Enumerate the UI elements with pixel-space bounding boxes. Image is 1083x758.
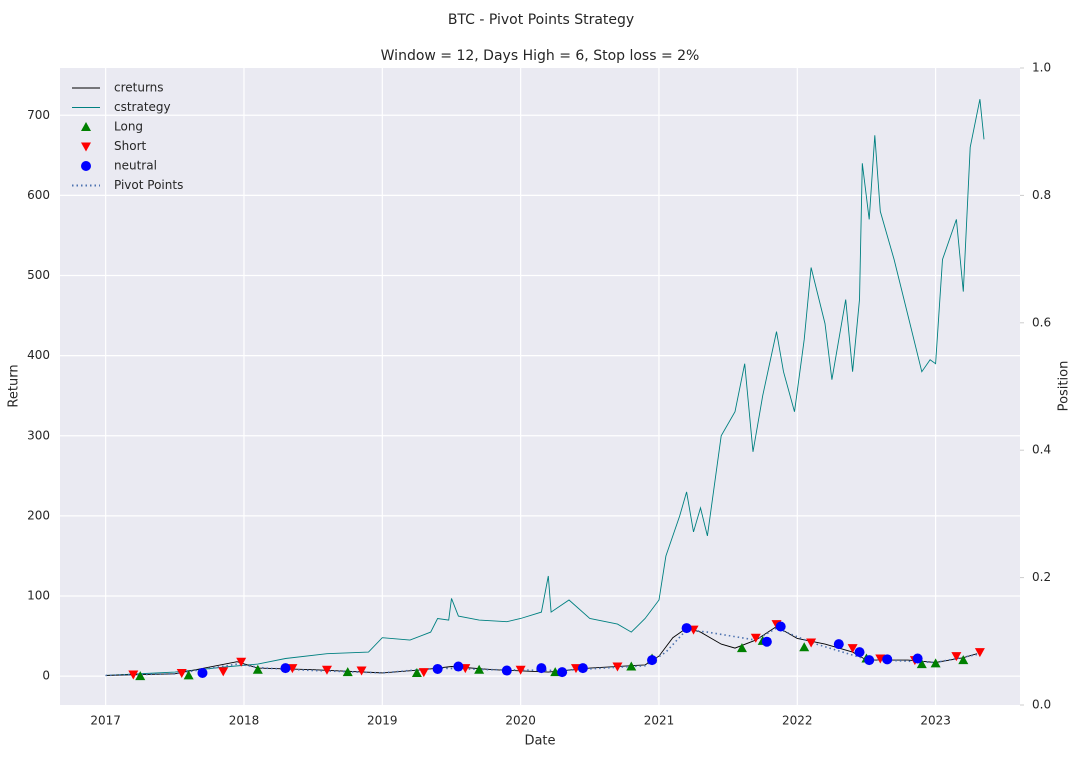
y-tick-label: 100: [27, 589, 50, 603]
marker: [974, 648, 985, 658]
marker: [930, 658, 941, 668]
marker: [183, 670, 194, 680]
y2-tick-label: 0.0: [1032, 698, 1051, 712]
legend-label: Pivot Points: [114, 178, 183, 192]
legend-label: neutral: [114, 159, 157, 173]
marker: [912, 653, 923, 664]
legend-label: Short: [114, 139, 146, 153]
marker: [864, 655, 875, 666]
chart-subtitle: Window = 12, Days High = 6, Stop loss = …: [381, 48, 700, 64]
plot-area: [60, 68, 1020, 705]
marker: [81, 142, 91, 152]
marker: [236, 657, 247, 667]
marker: [81, 161, 91, 171]
y2-tick-label: 0.2: [1032, 570, 1051, 584]
marker: [515, 665, 526, 675]
y-tick-label: 600: [27, 188, 50, 202]
marker: [321, 665, 332, 675]
marker: [799, 642, 810, 652]
series-line: [105, 627, 978, 677]
marker: [875, 654, 886, 664]
y2-tick-label: 0.6: [1032, 315, 1051, 329]
marker: [854, 647, 865, 658]
marker: [750, 633, 761, 643]
marker: [453, 661, 464, 672]
marker: [474, 664, 485, 674]
y2-tick-label: 0.4: [1032, 443, 1051, 457]
marker: [681, 623, 692, 634]
marker: [626, 661, 637, 671]
marker: [342, 667, 353, 677]
marker: [411, 667, 422, 677]
marker: [501, 665, 512, 676]
marker: [197, 667, 208, 678]
legend-label: Long: [114, 120, 143, 134]
y2-tick-label: 0.8: [1032, 188, 1051, 202]
marker: [761, 636, 772, 647]
y-tick-label: 700: [27, 108, 50, 122]
marker: [356, 666, 367, 676]
y-tick-label: 400: [27, 348, 50, 362]
marker: [847, 644, 858, 654]
marker: [577, 663, 588, 674]
marker: [418, 668, 429, 678]
marker: [958, 655, 969, 665]
legend-label: creturns: [114, 81, 164, 95]
marker: [135, 671, 146, 681]
y-axis-label: Return: [7, 364, 22, 407]
marker: [833, 639, 844, 650]
x-tick-label: 2021: [644, 714, 675, 728]
x-tick-label: 2019: [367, 714, 398, 728]
legend-label: cstrategy: [114, 100, 171, 114]
marker: [218, 667, 229, 677]
x-tick-label: 2018: [229, 714, 260, 728]
marker: [176, 668, 187, 678]
y-tick-label: 0: [42, 669, 50, 683]
marker: [252, 664, 263, 674]
marker: [128, 670, 139, 680]
x-tick-label: 2022: [782, 714, 813, 728]
marker: [775, 621, 786, 632]
y-tick-label: 200: [27, 508, 50, 522]
marker: [882, 654, 893, 665]
x-axis-label: Date: [524, 734, 555, 749]
series-line: [105, 99, 985, 676]
marker: [736, 643, 747, 653]
y-tick-label: 300: [27, 428, 50, 442]
y2-axis-label: Position: [1057, 361, 1072, 412]
y2-tick-label: 1.0: [1032, 61, 1051, 75]
chart-title: BTC - Pivot Points Strategy: [448, 12, 634, 28]
marker: [612, 662, 623, 672]
x-tick-label: 2020: [505, 714, 536, 728]
marker: [647, 655, 658, 666]
marker: [81, 122, 91, 131]
marker: [280, 663, 291, 674]
x-tick-label: 2023: [920, 714, 951, 728]
marker: [432, 663, 443, 674]
plot-layer: [60, 68, 1020, 705]
x-tick-label: 2017: [90, 714, 121, 728]
marker: [916, 659, 927, 669]
marker: [557, 667, 568, 678]
marker: [951, 652, 962, 662]
marker: [806, 638, 817, 648]
y-tick-label: 500: [27, 268, 50, 282]
marker: [536, 663, 547, 674]
